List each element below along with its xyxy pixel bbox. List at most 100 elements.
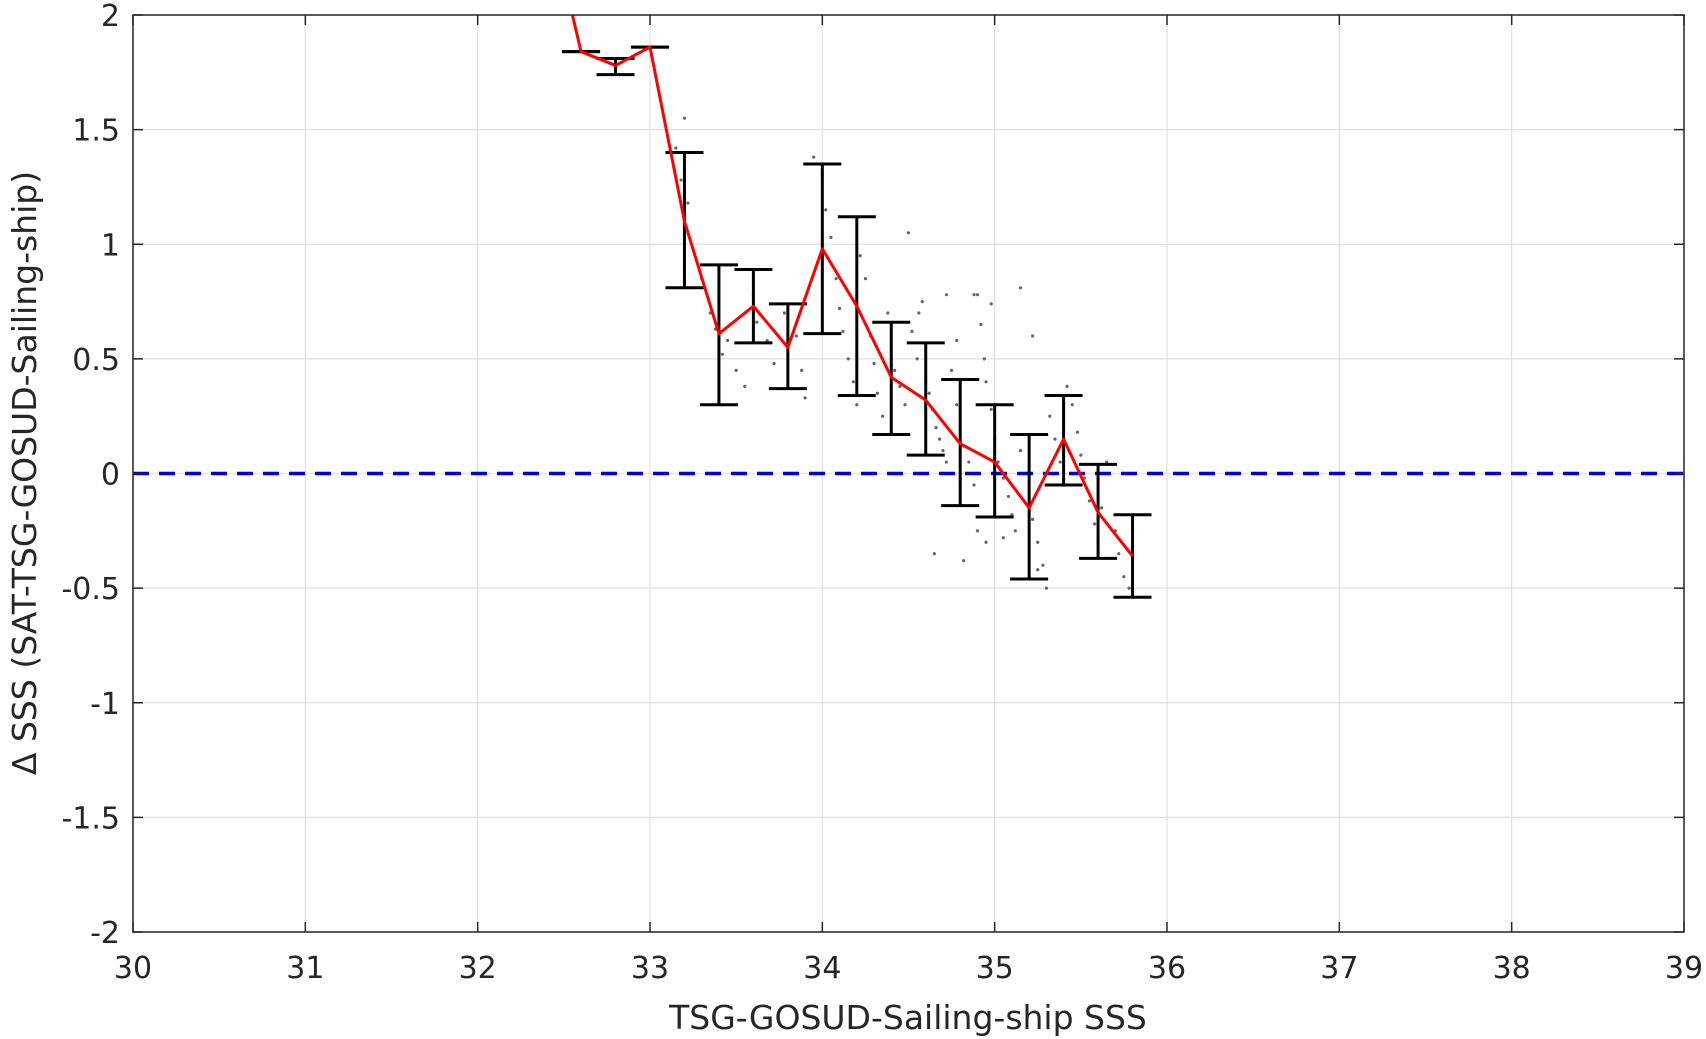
scatter-point — [881, 414, 885, 418]
scatter-point — [984, 540, 988, 544]
scatter-point — [674, 146, 678, 150]
scatter-point — [1036, 568, 1040, 572]
x-tick-label: 36 — [1148, 951, 1186, 986]
scatter-point — [1041, 563, 1045, 567]
scatter-point — [932, 552, 936, 556]
mean-line — [570, 15, 1134, 557]
y-tick-label: 1.5 — [72, 114, 120, 149]
scatter-point — [989, 407, 993, 411]
scatter-point — [725, 338, 730, 343]
scatter-point — [955, 338, 959, 343]
scatter-point — [812, 155, 816, 159]
scatter-point — [1065, 384, 1069, 388]
scatter-point — [979, 322, 983, 327]
x-tick-label: 32 — [459, 951, 497, 986]
scatter-point — [944, 460, 949, 464]
scatter-point — [1058, 460, 1062, 464]
y-tick-label: 0.5 — [72, 343, 120, 378]
scatter-point — [967, 460, 971, 464]
scatter-point — [944, 293, 949, 297]
scatter-point — [858, 254, 862, 258]
scatter-point — [720, 352, 724, 356]
scatter-point — [1030, 334, 1035, 338]
x-axis-label: TSG-GOSUD-Sailing-ship SSS — [668, 998, 1147, 1037]
y-tick-label: 0 — [101, 458, 120, 493]
scatter-point — [1127, 586, 1131, 590]
x-tick-label: 31 — [286, 951, 324, 986]
y-tick-label: -2 — [90, 916, 120, 951]
scatter-point — [910, 329, 914, 333]
scatter-point — [915, 357, 919, 361]
y-tick-label: 2 — [101, 0, 120, 34]
scatter-point — [927, 391, 931, 395]
scatter-point — [1048, 414, 1052, 418]
scatter-point — [972, 293, 976, 297]
scatter-point — [955, 403, 959, 407]
scatter-point — [920, 299, 924, 304]
scatter-point — [782, 311, 787, 315]
scatter-point — [682, 116, 687, 120]
scatter-point — [1044, 586, 1048, 590]
scatter-point — [1001, 476, 1005, 480]
scatter-point — [1087, 499, 1092, 503]
scatter-point — [1018, 286, 1023, 290]
scatter-point — [949, 368, 954, 372]
y-axis-label: Δ SSS (SAT-TSG-GOSUD-Sailing-ship) — [5, 171, 44, 775]
scatter-point — [834, 277, 838, 281]
scatter-point — [686, 201, 690, 205]
scatter-point — [886, 311, 890, 315]
scatter-point — [800, 368, 804, 372]
scatter-point — [851, 380, 855, 384]
x-tick-label: 30 — [114, 951, 152, 986]
scatter-point — [975, 529, 980, 533]
y-tick-label: -0.5 — [61, 572, 120, 607]
axes-ticks: 30 31 32 33 34 35 36 37 38 39 -2 -1.5 -1 -0.5 0 0.5 1 1.5… — [61, 0, 1703, 986]
scatter-point — [984, 380, 988, 384]
x-tick-label: 37 — [1320, 951, 1358, 986]
scatter-point — [679, 178, 683, 182]
scatter-point — [1079, 453, 1083, 457]
scatter-point — [989, 302, 993, 306]
scatter-point — [855, 403, 859, 407]
scatter-point — [941, 448, 945, 453]
y-tick-label: 1 — [101, 228, 120, 263]
x-tick-label: 34 — [803, 951, 841, 986]
y-tick-label: -1 — [90, 687, 120, 722]
scatter-point — [841, 329, 845, 333]
scatter-point — [1036, 540, 1040, 544]
scatter-point — [755, 320, 759, 324]
x-tick-label: 35 — [976, 951, 1014, 986]
scatter-point — [1099, 506, 1104, 510]
scatter-point — [837, 306, 842, 311]
scatter-point — [982, 357, 986, 361]
scatter-point — [1122, 575, 1126, 579]
scatter-point — [875, 391, 880, 395]
scatter-point — [1093, 522, 1097, 526]
scatter-point — [743, 384, 747, 388]
scatter-point — [829, 235, 833, 239]
scatter-point — [1006, 494, 1011, 499]
scatter-point — [734, 368, 738, 372]
scatter-point — [972, 483, 976, 487]
scatter-point — [906, 231, 911, 235]
plot-data — [133, 15, 1684, 599]
y-tick-label: -1.5 — [61, 801, 120, 836]
scatter-point — [962, 559, 966, 563]
scatter-point — [898, 384, 902, 388]
scatter-point — [1070, 403, 1074, 407]
scatter-point — [872, 361, 876, 366]
scatter-point — [975, 293, 980, 297]
scatter-point — [863, 277, 868, 281]
scatter-point — [1018, 448, 1023, 453]
scatter-point — [1075, 430, 1079, 434]
x-tick-label: 33 — [631, 951, 669, 986]
scatter-point — [934, 426, 938, 430]
scatter-point — [772, 361, 776, 366]
scatter-point — [903, 403, 907, 407]
scatter-point — [1001, 536, 1005, 540]
x-tick-label: 38 — [1493, 951, 1531, 986]
scatter-point — [1053, 437, 1057, 441]
scatter-point — [937, 437, 942, 441]
scatter-point — [996, 460, 1000, 464]
